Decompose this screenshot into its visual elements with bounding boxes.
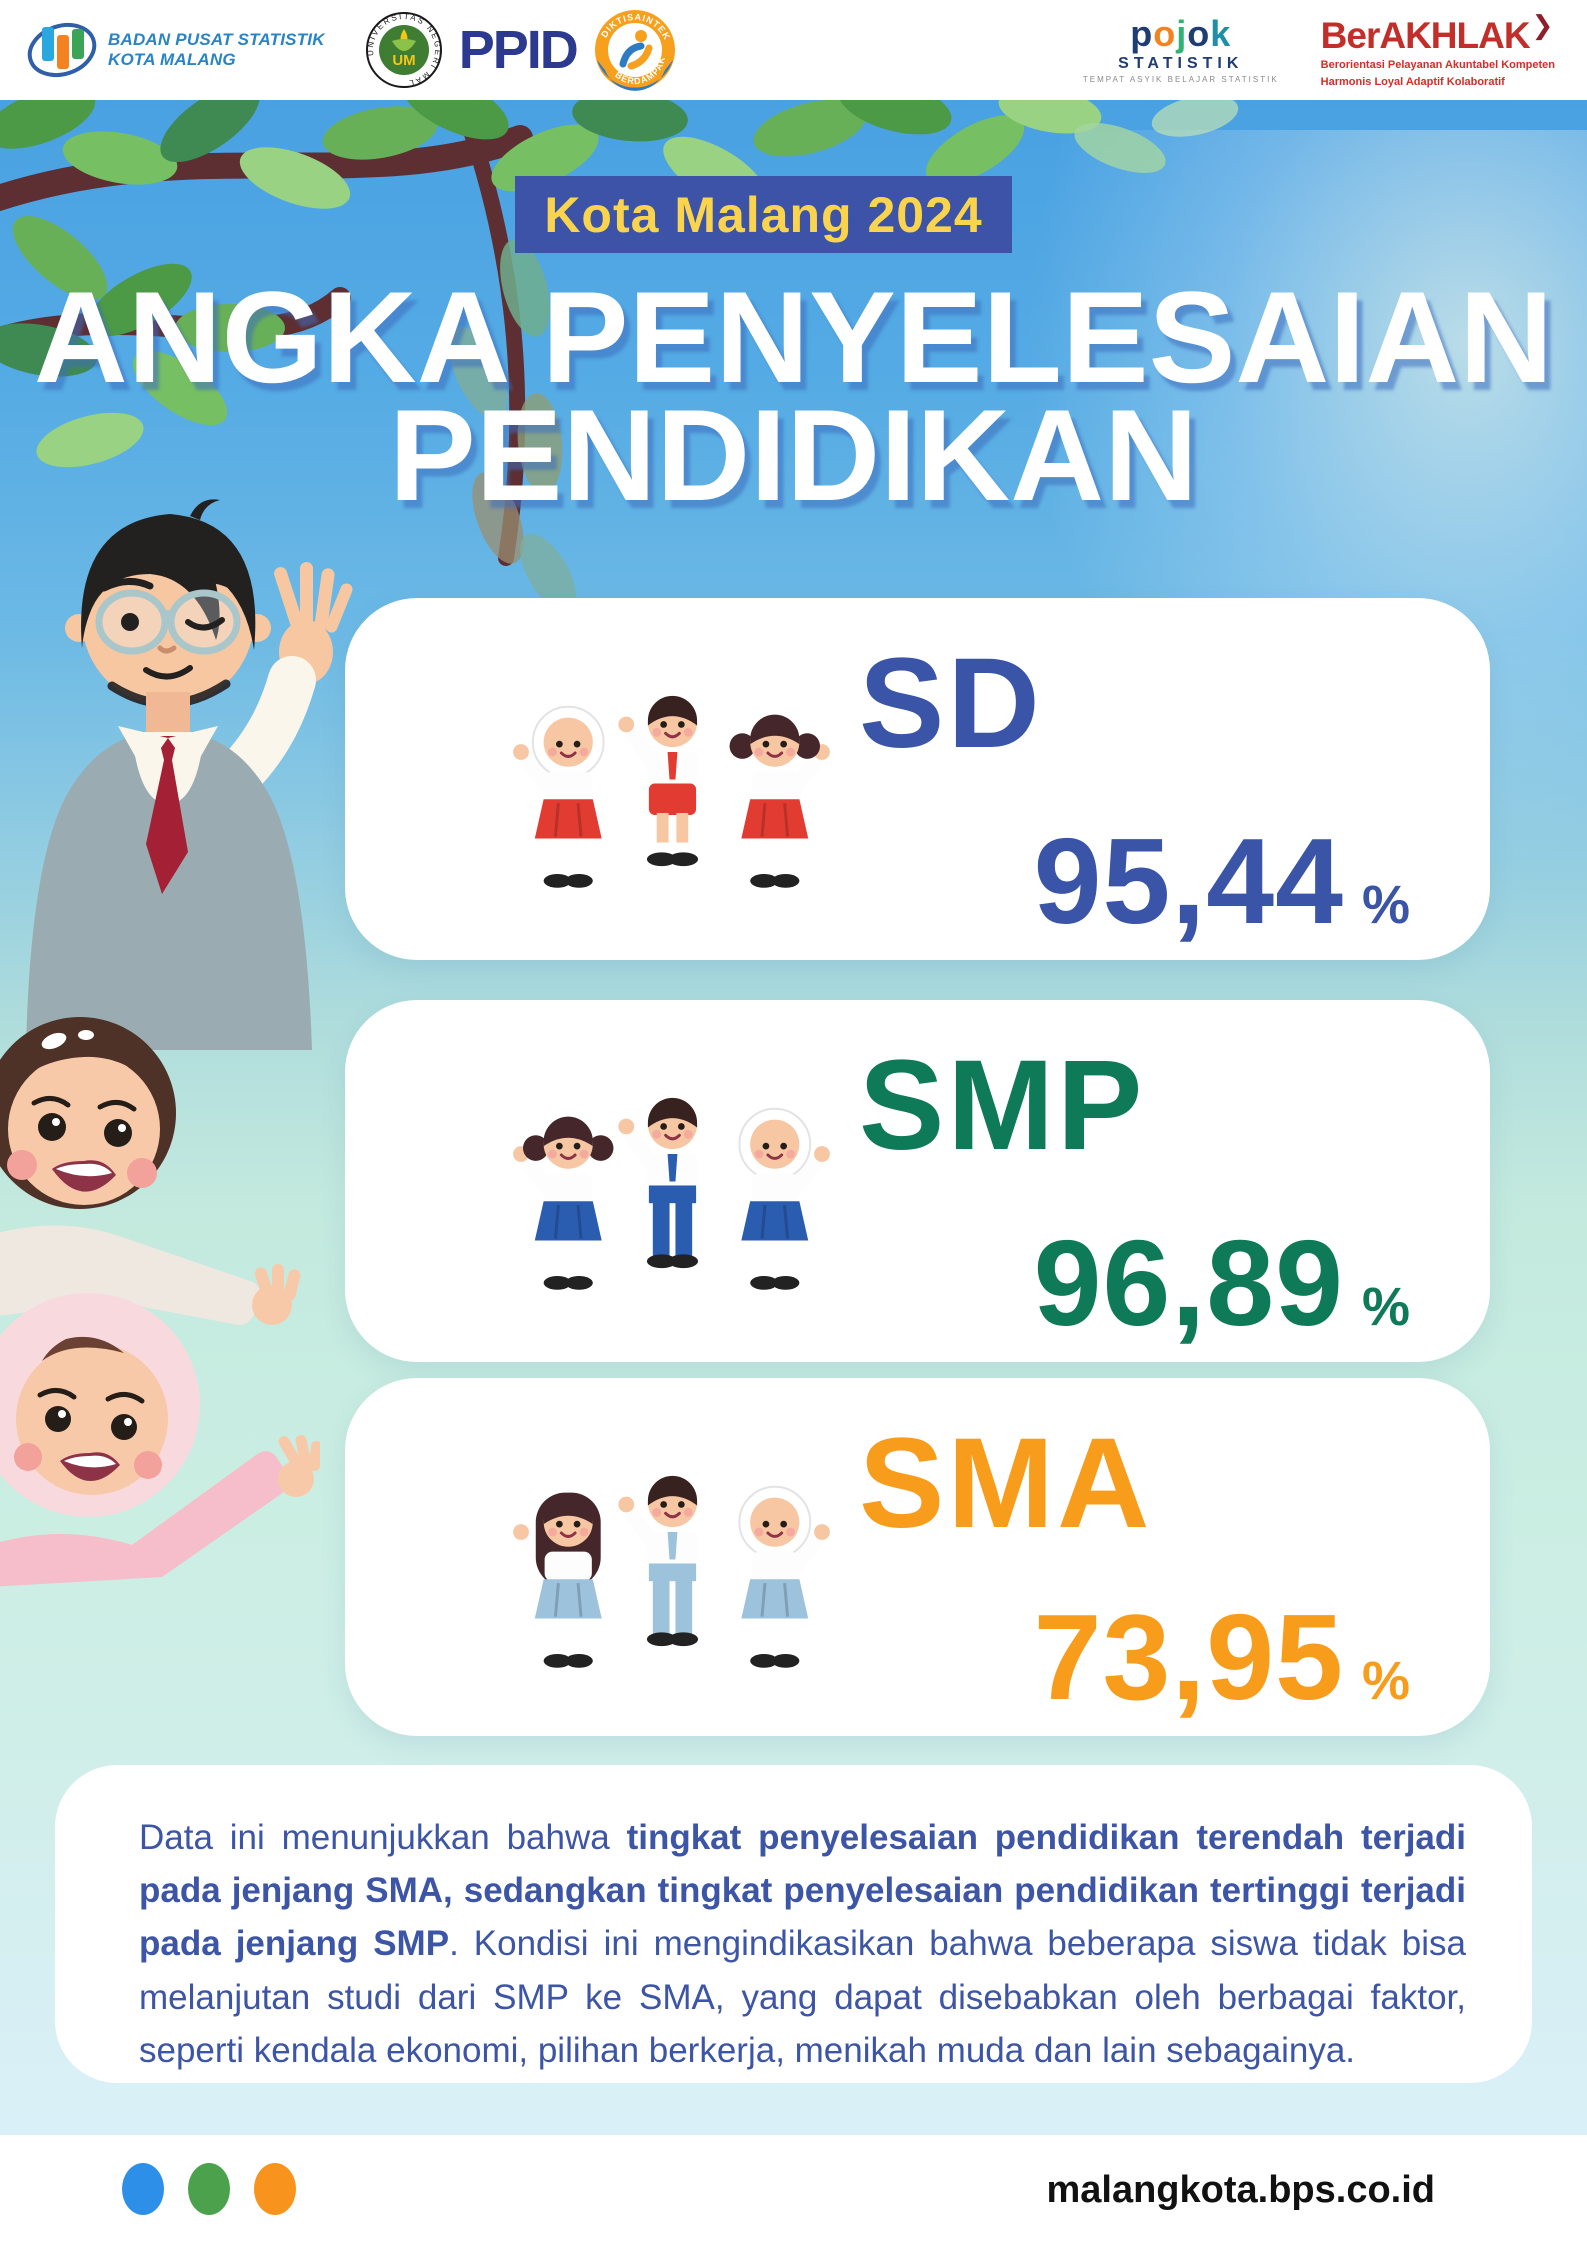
- bps-line2: KOTA MALANG: [108, 50, 236, 69]
- sd-value: 95,44: [1033, 813, 1344, 950]
- berakhlak-arrow-icon: ❯: [1531, 9, 1554, 40]
- ppid-label: PPID: [458, 20, 579, 80]
- card-sd: SD 95,44 %: [345, 598, 1490, 960]
- sma-value: 73,95: [1033, 1589, 1344, 1726]
- smp-stat: 96,89 %: [1033, 1215, 1410, 1352]
- berakhlak-line2: Harmonis Loyal Adaptif Kolaboratif: [1320, 75, 1505, 88]
- analysis-paragraph: Data ini menunjukkan bahwa tingkat penye…: [139, 1811, 1466, 2077]
- bps-name: BADAN PUSAT STATISTIK KOTA MALANG: [108, 30, 325, 71]
- smp-value: 96,89: [1033, 1215, 1344, 1352]
- berakhlak-line1: Berorientasi Pelayanan Akuntabel Kompete…: [1320, 59, 1555, 72]
- sd-students-illustration: [503, 632, 841, 932]
- website-url: malangkota.bps.co.id: [1046, 2169, 1435, 2211]
- paragraph-segment: Data ini menunjukkan bahwa: [139, 1818, 627, 1857]
- smp-students-illustration: [503, 1034, 841, 1334]
- footer-dots: [122, 2163, 296, 2215]
- sd-percent-sign: %: [1361, 875, 1410, 936]
- green-dot-icon: [188, 2163, 230, 2215]
- sma-level-label: SMA: [859, 1412, 1153, 1555]
- bps-logo-group: BADAN PUSAT STATISTIK KOTA MALANG: [26, 19, 325, 81]
- pojok-word: pojok: [1130, 13, 1232, 54]
- card-sma: SMA 73,95 %: [345, 1378, 1490, 1736]
- orange-dot-icon: [254, 2163, 296, 2215]
- paragraph-segment: . Kondisi ini mengindikasikan bahwa bebe…: [139, 1924, 1466, 2070]
- analysis-box: Data ini menunjukkan bahwa tingkat penye…: [55, 1765, 1532, 2083]
- diktisaintek-logo: DIKTISAINTEK BERDAMPAK: [594, 10, 675, 91]
- um-logo: UNIVERSITAS NEGERI MALANG UM: [365, 11, 442, 88]
- bps-line1: BADAN PUSAT STATISTIK: [108, 29, 325, 49]
- sma-percent-sign: %: [1361, 1651, 1410, 1712]
- berakhlak-title: BerAKHLAK: [1320, 14, 1531, 56]
- berakhlak-logo: BerAKHLAK❯ Berorientasi Pelayanan Akunta…: [1320, 9, 1555, 89]
- sd-stat: 95,44 %: [1033, 813, 1410, 950]
- year-badge-label: Kota Malang 2024: [544, 186, 983, 243]
- blue-dot-icon: [122, 2163, 164, 2215]
- ppid-logo: PPID: [458, 20, 579, 80]
- year-badge: Kota Malang 2024: [515, 176, 1012, 253]
- sma-students-illustration: [503, 1412, 841, 1712]
- pojok-sub: STATISTIK: [1118, 55, 1244, 72]
- sma-stat: 73,95 %: [1033, 1589, 1410, 1726]
- pojok-statistik-logo: pojok STATISTIK TEMPAT ASYIK BELAJAR STA…: [1083, 16, 1279, 84]
- sd-level-label: SD: [859, 632, 1043, 775]
- page-title-line2: PENDIDIKAN: [389, 382, 1198, 528]
- pojok-tagline: TEMPAT ASYIK BELAJAR STATISTIK: [1082, 75, 1279, 84]
- bps-logo: [27, 23, 97, 77]
- smp-percent-sign: %: [1361, 1277, 1410, 1338]
- header-bar: BADAN PUSAT STATISTIK KOTA MALANG UNIVER…: [0, 0, 1587, 100]
- smp-level-label: SMP: [859, 1034, 1146, 1177]
- footer-bar: malangkota.bps.co.id: [0, 2135, 1587, 2245]
- card-smp: SMP 96,89 %: [345, 1000, 1490, 1362]
- paragraph-bold-segment: tingkat penyelesaian pendidikan terendah…: [139, 1818, 1466, 1964]
- svg-text:UM: UM: [392, 52, 415, 69]
